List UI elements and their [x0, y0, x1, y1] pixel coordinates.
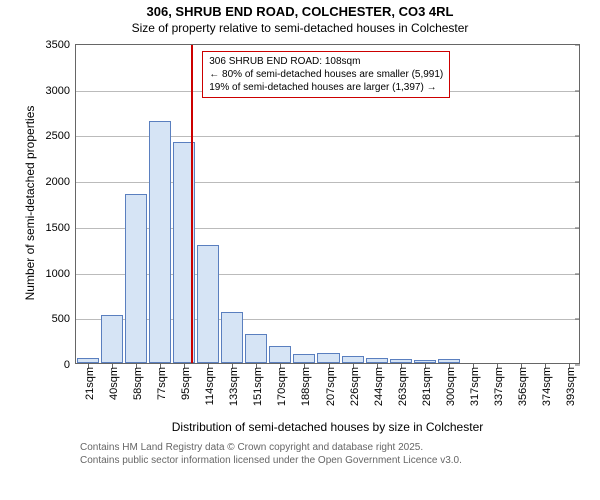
y-tick-label: 1500	[46, 222, 76, 234]
x-tick-label: 188sqm	[300, 363, 312, 406]
y-tick-label: 3000	[46, 85, 76, 97]
annotation-line: ← 80% of semi-detached houses are smalle…	[209, 68, 443, 81]
histogram-bar	[125, 194, 147, 363]
y-axis-label: Number of semi-detached properties	[23, 93, 37, 313]
annotation-box: 306 SHRUB END ROAD: 108sqm← 80% of semi-…	[202, 51, 450, 98]
chart-plot-area: 050010001500200025003000350021sqm40sqm58…	[75, 44, 580, 364]
x-tick-label: 374sqm	[541, 363, 553, 406]
chart-title-line1: 306, SHRUB END ROAD, COLCHESTER, CO3 4RL	[0, 4, 600, 19]
x-tick-label: 337sqm	[493, 363, 505, 406]
annotation-line: 19% of semi-detached houses are larger (…	[209, 81, 443, 94]
histogram-bar	[245, 334, 267, 363]
x-tick-label: 281sqm	[421, 363, 433, 406]
annotation-line: 306 SHRUB END ROAD: 108sqm	[209, 55, 443, 68]
attribution-line2: Contains public sector information licen…	[80, 455, 462, 466]
x-tick-label: 356sqm	[517, 363, 529, 406]
histogram-bar	[149, 121, 171, 363]
y-tick-label: 1000	[46, 268, 76, 280]
attribution-line1: Contains HM Land Registry data © Crown c…	[80, 442, 423, 453]
x-tick-label: 58sqm	[132, 363, 144, 400]
x-tick-label: 300sqm	[445, 363, 457, 406]
histogram-bar	[293, 354, 315, 363]
x-tick-label: 207sqm	[325, 363, 337, 406]
histogram-bar	[269, 346, 291, 363]
x-tick-label: 393sqm	[565, 363, 577, 406]
x-axis-label: Distribution of semi-detached houses by …	[75, 420, 580, 434]
y-tick-label: 0	[64, 359, 76, 371]
x-tick-label: 77sqm	[156, 363, 168, 400]
y-tick-label: 500	[52, 313, 76, 325]
histogram-bar	[342, 356, 364, 363]
x-tick-label: 226sqm	[349, 363, 361, 406]
y-tick-label: 3500	[46, 39, 76, 51]
x-tick-label: 21sqm	[84, 363, 96, 400]
x-tick-label: 317sqm	[469, 363, 481, 406]
x-tick-label: 244sqm	[373, 363, 385, 406]
x-tick-label: 95sqm	[180, 363, 192, 400]
chart-title-line2: Size of property relative to semi-detach…	[0, 21, 600, 35]
x-tick-label: 40sqm	[108, 363, 120, 400]
histogram-bar	[197, 245, 219, 363]
histogram-bar	[101, 315, 123, 363]
x-tick-label: 170sqm	[276, 363, 288, 406]
x-tick-label: 263sqm	[397, 363, 409, 406]
x-tick-label: 133sqm	[228, 363, 240, 406]
reference-line	[191, 45, 193, 363]
histogram-bar	[221, 312, 243, 363]
histogram-bar	[317, 353, 339, 363]
x-tick-label: 114sqm	[204, 363, 216, 405]
y-tick-label: 2500	[46, 130, 76, 142]
y-tick-label: 2000	[46, 176, 76, 188]
x-tick-label: 151sqm	[252, 363, 264, 406]
